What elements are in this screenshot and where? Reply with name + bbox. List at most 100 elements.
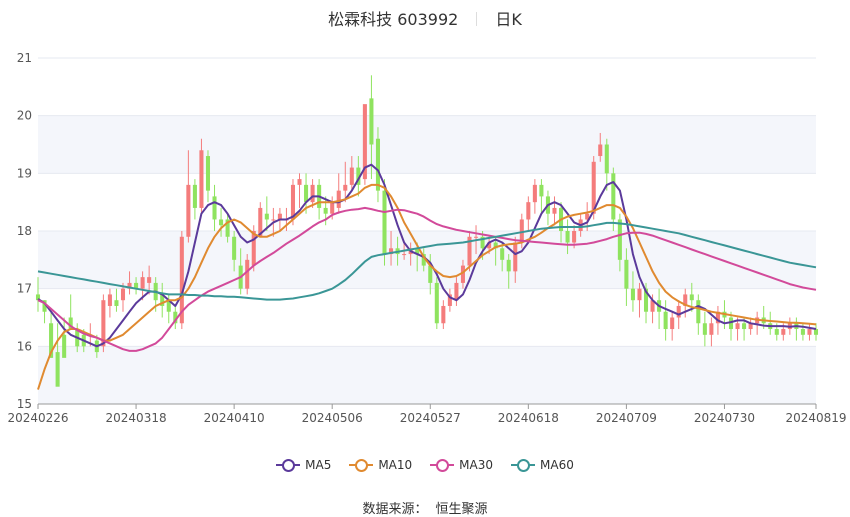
candle-body: [441, 305, 446, 324]
candle-body: [415, 248, 420, 255]
x-tick-label: 20240506: [302, 411, 363, 425]
candle-body: [212, 196, 217, 220]
candle-body: [101, 300, 106, 347]
candle-body: [683, 294, 688, 306]
candle-body: [774, 329, 779, 335]
period-tab[interactable]: 日K: [495, 10, 522, 29]
candle-body: [264, 213, 269, 220]
candle-body: [506, 259, 511, 272]
candle-body: [670, 317, 675, 330]
candle-body: [637, 288, 642, 301]
candle-body: [258, 207, 263, 237]
candle-body: [748, 323, 753, 330]
y-tick-label: 15: [17, 397, 32, 411]
legend-item-ma60[interactable]: MA60: [511, 458, 574, 472]
candle-body: [179, 236, 184, 324]
x-tick-label: 20240527: [400, 411, 461, 425]
legend: MA5 MA10 MA30 MA60: [0, 458, 850, 472]
x-tick-label: 20240709: [596, 411, 657, 425]
candle-body: [349, 167, 354, 185]
candle-body: [225, 219, 230, 237]
candle-body: [199, 150, 204, 208]
source-value: 恒生聚源: [435, 502, 488, 517]
candle-body: [290, 184, 296, 220]
candle-body: [49, 323, 54, 358]
x-tick-label: 20240730: [694, 411, 755, 425]
grid-band: [38, 346, 816, 404]
candle-body: [336, 190, 341, 208]
candle-body: [663, 311, 668, 330]
x-tick-label: 20240618: [498, 411, 559, 425]
candle-body: [565, 231, 570, 243]
candle-body: [474, 236, 479, 238]
candle-body: [709, 323, 714, 335]
y-tick-label: 20: [17, 109, 32, 123]
candle-body: [127, 282, 132, 289]
candle-body: [134, 282, 139, 289]
candle-body: [781, 329, 786, 335]
candle-body: [114, 300, 119, 306]
candle-body: [310, 184, 315, 203]
candle-body: [42, 300, 47, 312]
candle-body: [800, 329, 805, 335]
candle-body: [591, 161, 596, 214]
candle-body: [304, 184, 309, 203]
y-tick-label: 21: [17, 51, 32, 65]
legend-item-ma5[interactable]: MA5: [276, 458, 331, 472]
candle-body: [676, 305, 681, 318]
candle-body: [421, 254, 426, 266]
candle-body: [277, 213, 282, 220]
candle-body: [650, 300, 655, 312]
candle-body: [62, 334, 67, 358]
grid-band: [38, 115, 816, 174]
y-tick-label: 17: [17, 282, 32, 296]
candle-body: [493, 242, 498, 249]
candle-body: [454, 282, 459, 301]
candle-body: [630, 288, 635, 301]
candle-body: [487, 242, 492, 249]
candle-body: [702, 323, 707, 335]
x-tick-label: 20240318: [106, 411, 167, 425]
candle-body: [120, 288, 126, 301]
legend-label: MA60: [540, 458, 574, 472]
legend-marker-icon: [276, 458, 301, 472]
candle-body: [428, 265, 433, 283]
ma-line-ma60: [37, 221, 817, 301]
legend-item-ma10[interactable]: MA10: [349, 458, 412, 472]
candle-body: [513, 242, 518, 272]
candle-body: [500, 248, 505, 260]
candle-body: [807, 329, 812, 335]
candle-body: [402, 254, 407, 256]
candle-body: [624, 259, 629, 289]
candle-body: [147, 277, 152, 283]
source-label: 数据来源：: [362, 502, 428, 517]
candle-body: [140, 277, 145, 289]
candle-body: [526, 202, 531, 220]
candle-body: [696, 300, 701, 324]
candle-body: [604, 144, 609, 174]
legend-marker-icon: [349, 458, 374, 472]
candle-body: [297, 179, 302, 185]
candle-body: [460, 265, 465, 283]
candle-body: [323, 207, 328, 214]
candle-body: [598, 144, 603, 157]
ma-line-ma30: [37, 206, 817, 352]
candle-body: [375, 138, 380, 191]
candle-body: [35, 294, 41, 301]
candle-body: [382, 190, 387, 255]
candle-body: [447, 294, 452, 306]
y-tick-label: 16: [17, 339, 32, 353]
candle-body: [160, 294, 165, 306]
candlestick-chart: 15 16 17 18 19 20 21 20240226 20240318 20240410 20…: [7, 51, 846, 425]
candle-body: [271, 219, 276, 221]
legend-marker-icon: [511, 458, 536, 472]
candle-body: [369, 98, 374, 145]
candle-body: [205, 156, 211, 191]
candle-body: [552, 207, 557, 214]
candle-body: [689, 294, 694, 301]
legend-label: MA10: [378, 458, 413, 472]
candle-body: [330, 202, 335, 214]
legend-item-ma30[interactable]: MA30: [430, 458, 493, 472]
candle-body: [251, 231, 256, 266]
candle-body: [611, 173, 616, 220]
